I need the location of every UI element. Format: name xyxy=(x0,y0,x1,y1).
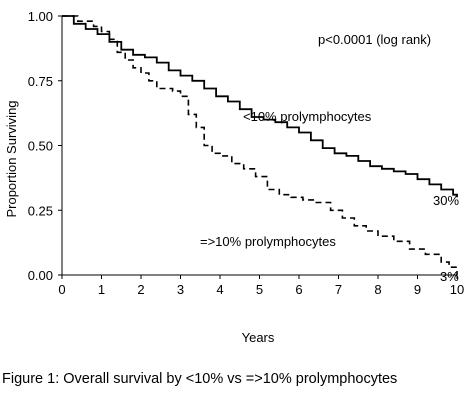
figure-caption: Figure 1: Overall survival by <10% vs =>… xyxy=(2,371,398,387)
end-value-low: 30% xyxy=(433,193,459,208)
y-tick-label: 0.50 xyxy=(28,139,53,154)
x-tick-label: 1 xyxy=(98,282,105,297)
y-tick-label: 0.75 xyxy=(28,74,53,89)
y-tick-label: 0.25 xyxy=(28,203,53,218)
survival-chart: 0 1 2 3 4 5 6 7 8 9 10 0.000.250.500.751.00 Years … xyxy=(4,9,464,345)
y-axis-title: Proportion Surviving xyxy=(4,100,19,217)
x-tick-label: 0 xyxy=(58,282,65,297)
x-tick-label: 7 xyxy=(335,282,342,297)
x-tick-label: 3 xyxy=(177,282,184,297)
x-tick-label: 8 xyxy=(374,282,381,297)
series-line-low xyxy=(62,15,458,198)
y-tick-label: 1.00 xyxy=(28,9,53,24)
x-axis-title: Years xyxy=(242,330,275,345)
p-value-annotation: p<0.0001 (log rank) xyxy=(318,32,431,47)
y-tick-label: 0.00 xyxy=(28,268,53,283)
x-tick-label: 5 xyxy=(256,282,263,297)
series-line-high xyxy=(62,15,458,275)
x-tick-label: 10 xyxy=(450,282,464,297)
end-value-high: 3% xyxy=(440,269,459,284)
x-tick-label: 9 xyxy=(414,282,421,297)
series-label-high: =>10% prolymphocytes xyxy=(200,234,336,249)
series-label-low: <10% prolymphocytes xyxy=(243,109,372,124)
y-ticks: 0.00 0.25 0.50 0.75 1.00 xyxy=(28,9,62,283)
series-layer xyxy=(62,15,458,275)
x-tick-label: 4 xyxy=(216,282,223,297)
x-ticks: 0 1 2 3 4 5 6 7 8 9 10 xyxy=(58,275,464,297)
x-tick-label: 6 xyxy=(295,282,302,297)
x-tick-label: 2 xyxy=(137,282,144,297)
